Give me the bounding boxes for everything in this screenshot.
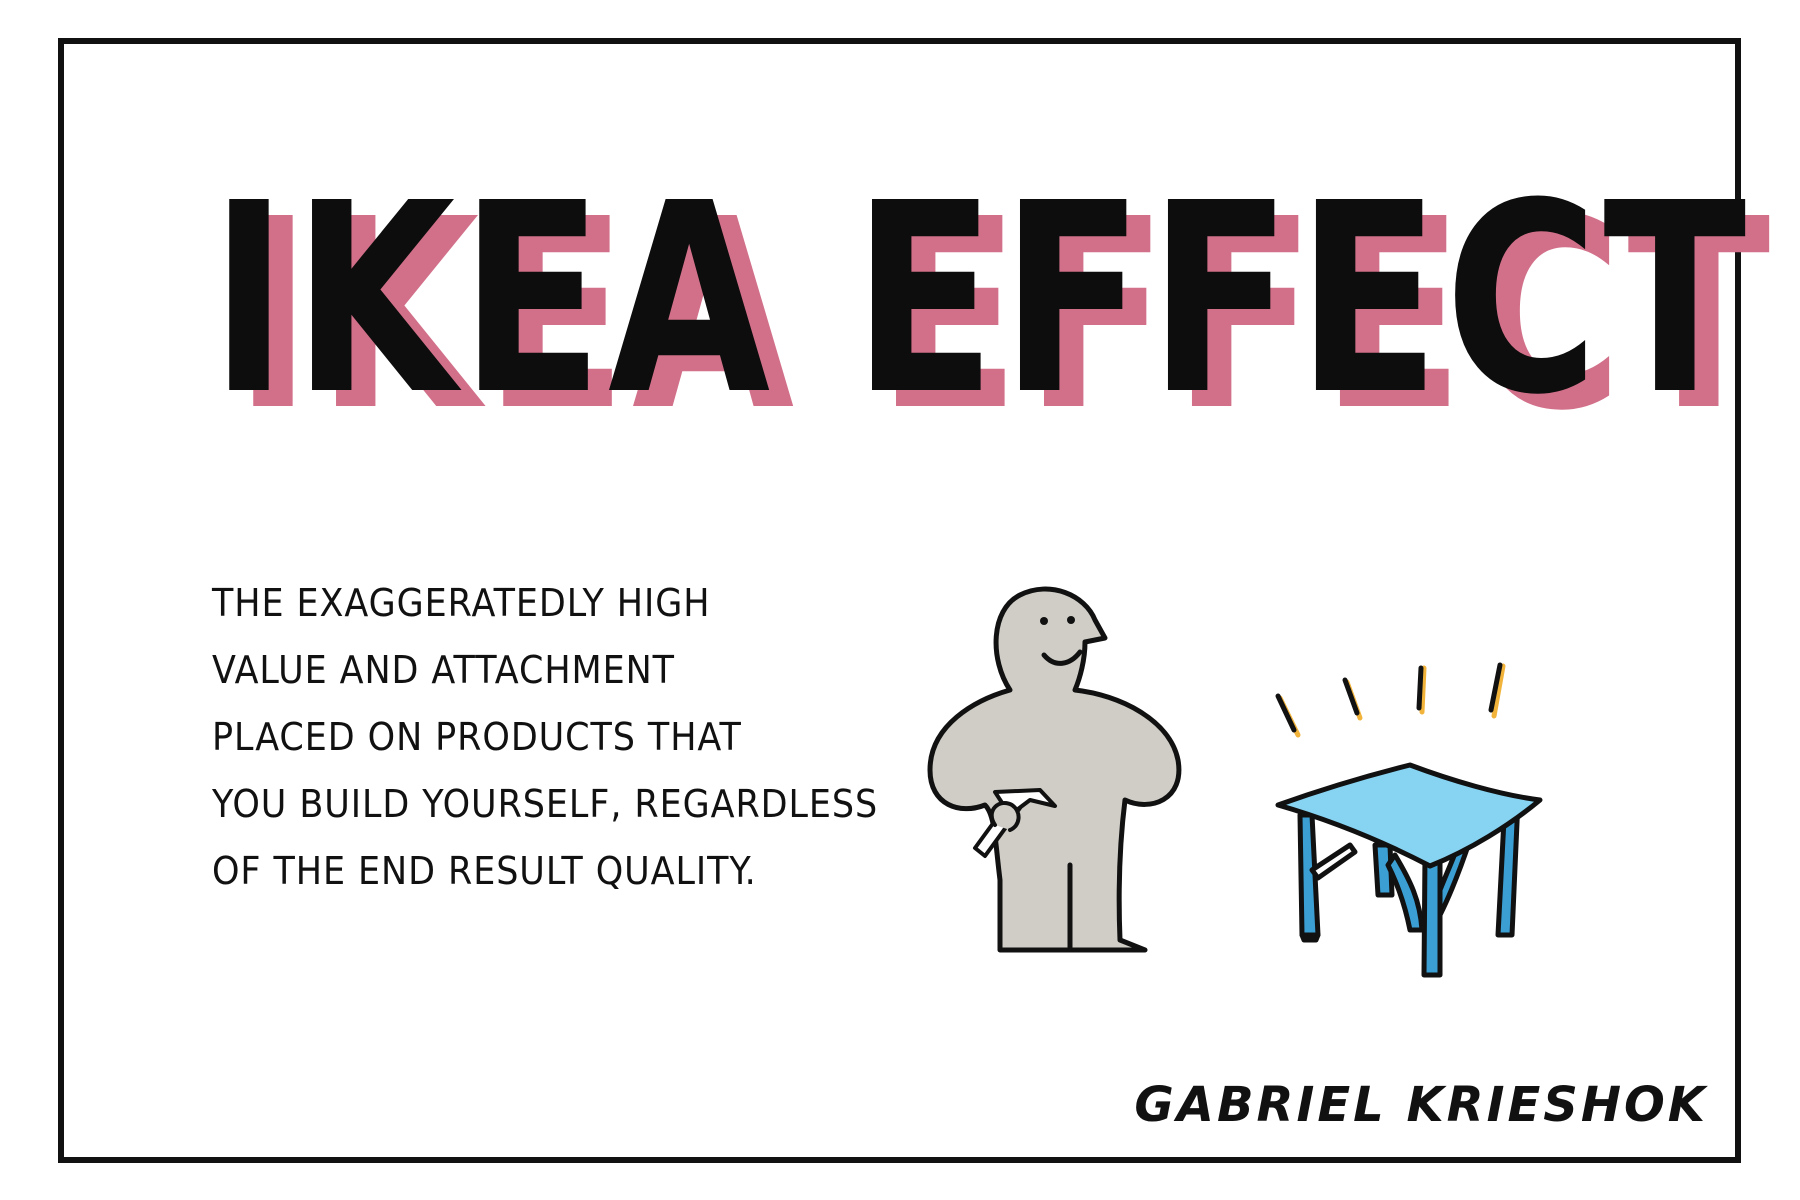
description-line: THE EXAGGERATEDLY HIGH bbox=[212, 581, 711, 625]
description-line: OF THE END RESULT QUALITY. bbox=[212, 849, 757, 893]
title: IKEA EFFECT bbox=[210, 147, 1752, 452]
title-block: IKEA EFFECT IKEA EFFECT bbox=[0, 147, 1800, 466]
table-icon bbox=[1275, 762, 1543, 978]
title-shadow: IKEA EFFECT bbox=[234, 163, 1776, 468]
description-line: YOU BUILD YOURSELF, REGARDLESS bbox=[212, 782, 879, 826]
description: THE EXAGGERATEDLY HIGH VALUE AND ATTACHM… bbox=[212, 570, 879, 905]
description-line: VALUE AND ATTACHMENT bbox=[212, 648, 675, 692]
ikea-man-icon bbox=[927, 586, 1182, 953]
description-line: PLACED ON PRODUCTS THAT bbox=[212, 715, 742, 759]
hammer-icon bbox=[973, 788, 1057, 858]
signature: GABRIEL KRIESHOK bbox=[1134, 1077, 1708, 1133]
sparkle-icon bbox=[1275, 662, 1506, 738]
border-frame bbox=[58, 38, 1741, 1163]
